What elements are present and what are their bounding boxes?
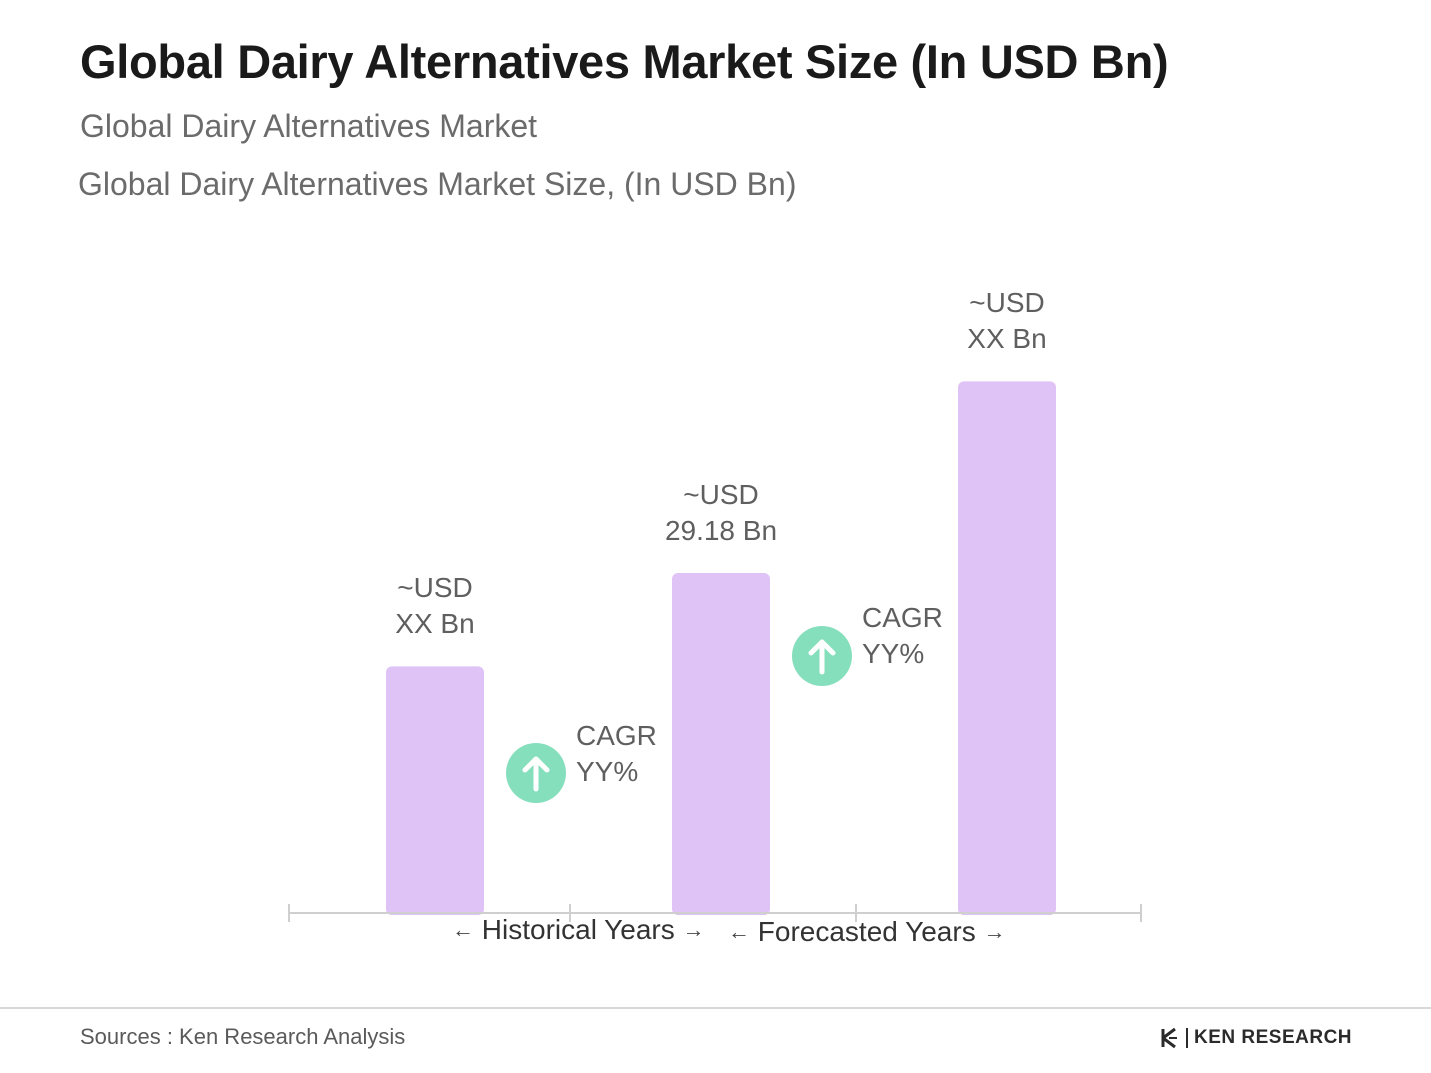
cagr-value: YY%: [576, 756, 639, 787]
bar-value-label-line2: XX Bn: [395, 608, 475, 640]
arrow-right-icon: →: [682, 917, 705, 942]
bar-value-label: ~USD 29.18 Bn: [621, 477, 821, 549]
bar-value-label: ~USD XX Bn: [907, 285, 1107, 357]
bar: [386, 666, 484, 915]
bar-value-label-line1: ~USD: [397, 572, 473, 604]
footer-divider: [0, 1007, 1431, 1009]
bar-value-label-line1: ~USD: [969, 287, 1045, 319]
logo-separator: [1186, 1028, 1188, 1048]
bars-layer: [386, 381, 1056, 915]
chart-plot: [288, 381, 1142, 922]
period-label-text: Historical Years: [481, 914, 675, 945]
arrow-left-icon: ←: [452, 917, 474, 942]
chart-subtitle: Global Dairy Alternatives Market: [80, 108, 538, 144]
arrow-up-circle-icon: [506, 743, 566, 803]
logo-text: KEN RESEARCH: [1194, 1027, 1353, 1048]
bar-value-label: ~USD XX Bn: [335, 570, 535, 642]
ken-research-k-logo-icon: [1161, 1027, 1177, 1049]
bar-value-label-line1: ~USD: [683, 479, 759, 510]
bar-value-label-line2: XX Bn: [967, 323, 1047, 355]
period-label-text: Forecasted Years: [757, 916, 976, 947]
arrow-right-icon: →: [983, 919, 1006, 944]
bar: [958, 381, 1056, 915]
cagr-value: YY%: [862, 638, 925, 669]
bar-value-label-line2: 29.18 Bn: [664, 515, 778, 546]
arrow-left-icon: ←: [728, 919, 750, 944]
arrow-up-circle-icon: [792, 626, 852, 686]
source-note: Sources : Ken Research Analysis: [80, 1024, 406, 1049]
bar: [672, 573, 770, 915]
cagr-annotation: CAGR YY%: [862, 600, 943, 672]
cagr-label: CAGR: [862, 602, 943, 633]
chart-subtitle-secondary: Global Dairy Alternatives Market Size, (…: [78, 166, 797, 202]
cagr-annotation: CAGR YY%: [576, 718, 657, 790]
ken-research-logo: KEN RESEARCH: [1160, 1026, 1352, 1050]
period-label-historical: ← Historical Years →: [452, 914, 705, 946]
cagr-label: CAGR: [576, 720, 657, 751]
x-axis: [288, 904, 1142, 922]
period-label-forecast: ← Forecasted Years →: [728, 916, 1005, 948]
chart-title: Global Dairy Alternatives Market Size (I…: [80, 35, 1169, 88]
